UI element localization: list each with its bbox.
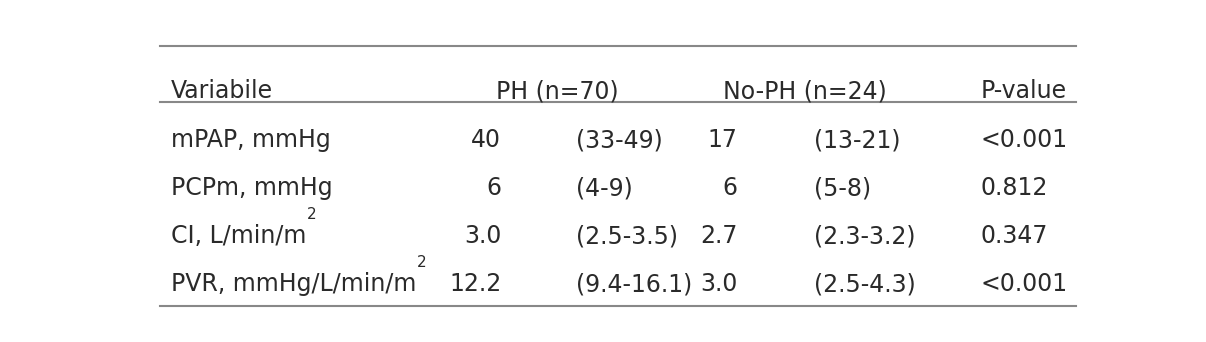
Text: 6: 6 (486, 176, 502, 200)
Text: No-PH (n=24): No-PH (n=24) (724, 79, 886, 103)
Text: (2.5-3.5): (2.5-3.5) (576, 224, 678, 248)
Text: (9.4-16.1): (9.4-16.1) (576, 272, 692, 296)
Text: PVR, mmHg/L/min/m: PVR, mmHg/L/min/m (171, 272, 417, 296)
Text: (33-49): (33-49) (576, 128, 663, 153)
Text: <0.001: <0.001 (980, 128, 1067, 153)
Text: mPAP, mmHg: mPAP, mmHg (171, 128, 332, 153)
Text: 40: 40 (472, 128, 502, 153)
Text: (2.5-4.3): (2.5-4.3) (814, 272, 917, 296)
Text: Variabile: Variabile (171, 79, 274, 103)
Text: (5-8): (5-8) (814, 176, 872, 200)
Text: 2: 2 (306, 207, 316, 222)
Text: (13-21): (13-21) (814, 128, 901, 153)
Text: 2: 2 (417, 255, 426, 270)
Text: 17: 17 (708, 128, 738, 153)
Text: 12.2: 12.2 (449, 272, 502, 296)
Text: PCPm, mmHg: PCPm, mmHg (171, 176, 333, 200)
Text: CI, L/min/m: CI, L/min/m (171, 224, 306, 248)
Text: PH (n=70): PH (n=70) (496, 79, 619, 103)
Text: (2.3-3.2): (2.3-3.2) (814, 224, 915, 248)
Text: 0.347: 0.347 (980, 224, 1048, 248)
Text: 3.0: 3.0 (464, 224, 502, 248)
Text: 0.812: 0.812 (980, 176, 1048, 200)
Text: 6: 6 (722, 176, 738, 200)
Text: P-value: P-value (980, 79, 1067, 103)
Text: <0.001: <0.001 (980, 272, 1067, 296)
Text: 2.7: 2.7 (701, 224, 738, 248)
Text: (4-9): (4-9) (576, 176, 633, 200)
Text: 3.0: 3.0 (701, 272, 738, 296)
